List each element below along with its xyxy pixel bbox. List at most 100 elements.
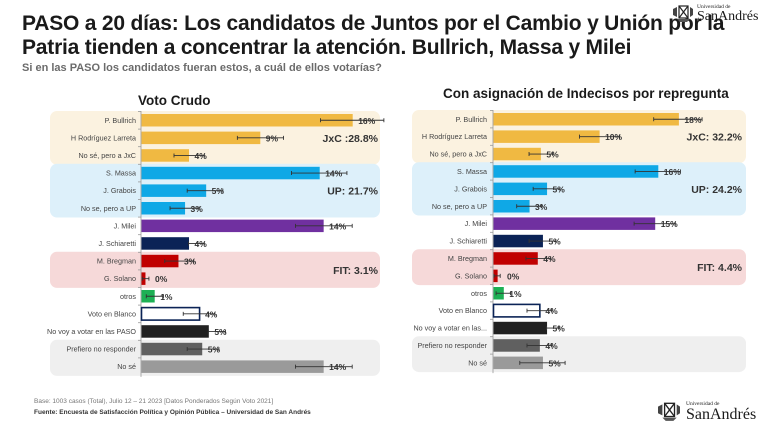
- category-label: otros: [471, 289, 487, 298]
- data-label: 5%: [548, 358, 561, 368]
- bar: [141, 166, 320, 180]
- bar: [493, 113, 679, 126]
- bar: [141, 342, 203, 356]
- category-label: J. Grabois: [103, 186, 136, 195]
- slide-title: PASO a 20 días: Los candidatos de Juntos…: [22, 12, 725, 59]
- bar: [141, 360, 324, 373]
- data-label: 15%: [661, 219, 678, 229]
- category-label: J. Grabois: [454, 184, 487, 193]
- data-label: 0%: [507, 271, 520, 281]
- category-label: No se, pero a UP: [432, 202, 487, 211]
- logo-big-text: SanAndrés: [686, 406, 757, 423]
- data-label: 9%: [266, 133, 279, 143]
- bar: [141, 202, 186, 215]
- data-label: 18%: [684, 115, 701, 125]
- data-label: 5%: [214, 327, 227, 337]
- bar: [493, 321, 548, 335]
- category-label: No se, pero a UP: [81, 204, 136, 213]
- data-label: 1%: [160, 292, 173, 302]
- bar: [141, 237, 190, 250]
- category-label: No sé: [468, 358, 487, 367]
- university-logo-bottom: Universidad de SanAndrés: [656, 400, 760, 424]
- data-label: 5%: [548, 237, 561, 247]
- bar: [493, 147, 541, 161]
- data-label: 10%: [605, 132, 622, 142]
- category-label: J. Schiaretti: [98, 239, 136, 248]
- group-total-label: UP: 24.2%: [691, 184, 742, 196]
- bar: [493, 217, 656, 230]
- data-label: 3%: [184, 257, 197, 267]
- data-label: 5%: [553, 184, 566, 194]
- category-label: H Rodríguez Larreta: [422, 132, 487, 141]
- group-total-label: JxC: 32.2%: [687, 132, 743, 144]
- data-label: 3%: [535, 202, 548, 212]
- bar: [493, 165, 659, 178]
- bar: [493, 234, 543, 248]
- bar: [141, 184, 207, 197]
- bar: [493, 339, 540, 352]
- category-label: P. Bullrich: [456, 115, 487, 124]
- data-label: 5%: [546, 150, 559, 160]
- data-label: 5%: [212, 186, 225, 196]
- category-label: Prefiero no responder: [66, 345, 136, 354]
- data-label: 4%: [205, 309, 218, 319]
- category-label: No sé, pero a JxC: [429, 150, 487, 159]
- crest-icon: [673, 5, 693, 22]
- bar: [141, 114, 353, 127]
- category-label: J. Milei: [465, 219, 488, 228]
- category-label: otros: [120, 292, 136, 301]
- data-label: 4%: [545, 306, 558, 316]
- data-label: 4%: [543, 254, 556, 264]
- data-label: 4%: [195, 151, 208, 161]
- bar: [493, 200, 530, 213]
- crest-icon: [658, 402, 680, 421]
- data-label: 0%: [155, 274, 168, 284]
- data-label: 16%: [664, 167, 681, 177]
- university-logo-top: Universidad de SanAndrés: [672, 3, 768, 25]
- footer-source: Fuente: Encuesta de Satisfacción Polític…: [34, 409, 311, 416]
- logo-small-text: Universidad de: [697, 4, 731, 10]
- footer-base-note: Base: 1003 casos (Total), Julio 12 – 21 …: [34, 398, 274, 405]
- survey-question: Si en las PASO los candidatos fueran est…: [22, 62, 382, 74]
- category-label: H Rodríguez Larreta: [71, 133, 136, 142]
- bar: [141, 149, 190, 162]
- category-label: S. Massa: [457, 167, 487, 176]
- data-label: 3%: [191, 204, 204, 214]
- chart-title-voto-crudo: Voto Crudo: [138, 93, 211, 108]
- group-total-label: JxC :28.8%: [323, 133, 379, 145]
- category-label: Voto en Blanco: [439, 306, 487, 315]
- category-label: No voy a votar en las...: [413, 324, 487, 333]
- data-label: 1%: [509, 289, 522, 299]
- category-label: Prefiero no responder: [417, 341, 487, 350]
- category-label: J. Milei: [114, 221, 137, 230]
- group-background: [50, 251, 380, 288]
- category-label: M. Bregman: [97, 257, 136, 266]
- category-label: No voy a votar en las PASO: [47, 327, 136, 336]
- category-label: J. Schiaretti: [449, 237, 487, 246]
- category-label: No sé: [117, 362, 136, 371]
- data-label: 14%: [325, 169, 342, 179]
- category-label: G. Solano: [104, 274, 136, 283]
- data-label: 16%: [358, 116, 375, 126]
- logo-small-text: Universidad de: [686, 401, 720, 407]
- data-label: 4%: [545, 341, 558, 351]
- category-label: S. Massa: [106, 169, 136, 178]
- data-label: 14%: [329, 362, 346, 372]
- bar: [141, 131, 261, 145]
- bar: [141, 325, 209, 338]
- bar: [493, 356, 543, 370]
- group-total-label: FIT: 4.4%: [697, 262, 743, 274]
- bar: [493, 130, 600, 143]
- chart-title-indecisos: Con asignación de Indecisos por repregun…: [443, 86, 729, 101]
- bar: [493, 252, 538, 265]
- category-label: P. Bullrich: [105, 116, 136, 125]
- bar: [493, 182, 548, 196]
- data-label: 4%: [195, 239, 208, 249]
- category-label: No sé, pero a JxC: [78, 151, 136, 160]
- category-label: Voto en Blanco: [88, 309, 136, 318]
- category-label: G. Solano: [455, 271, 487, 280]
- group-total-label: FIT: 3.1%: [333, 265, 379, 277]
- data-label: 14%: [329, 221, 346, 231]
- group-total-label: UP: 21.7%: [327, 186, 378, 198]
